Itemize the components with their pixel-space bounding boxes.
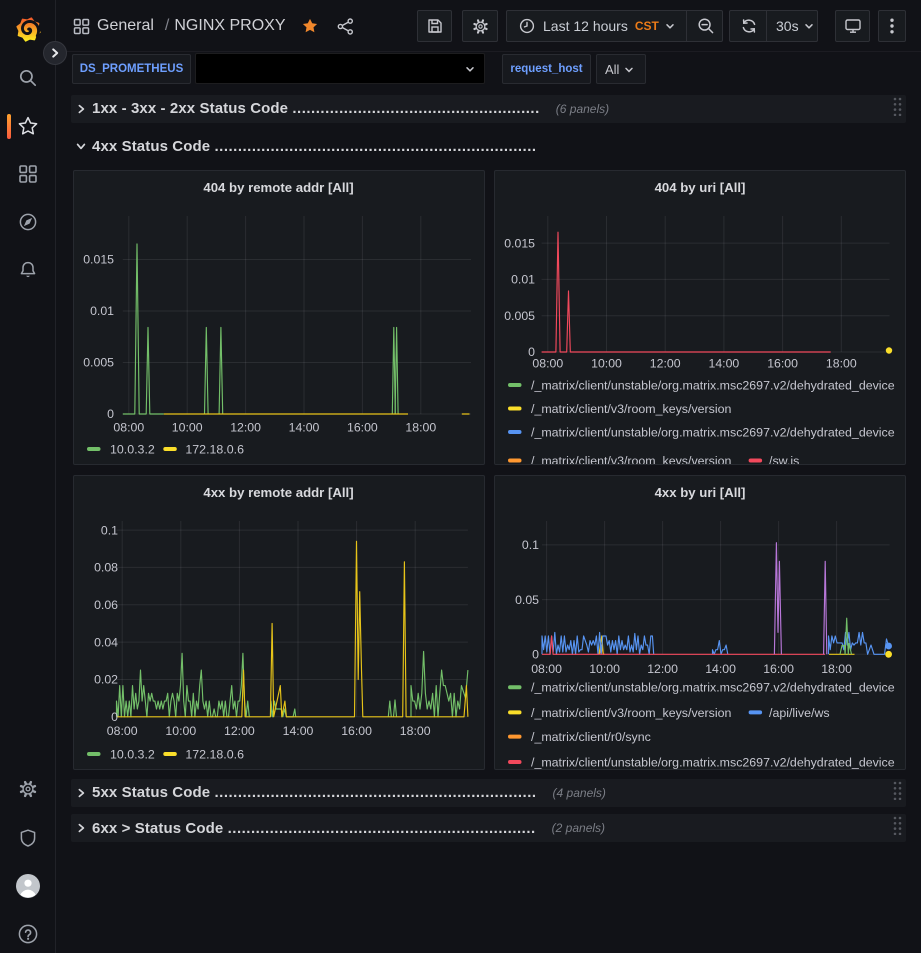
svg-text:172.18.0.6: 172.18.0.6 xyxy=(185,442,244,456)
svg-text:/_matrix/client/unstable/org.m: /_matrix/client/unstable/org.matrix.msc2… xyxy=(531,425,895,439)
svg-text:08:00: 08:00 xyxy=(113,420,144,434)
svg-text:0.015: 0.015 xyxy=(83,252,114,266)
svg-text:0: 0 xyxy=(528,345,535,359)
svg-text:0.05: 0.05 xyxy=(515,592,539,606)
svg-text:08:00: 08:00 xyxy=(106,724,137,738)
svg-text:/_matrix/client/v3/room_keys/v: /_matrix/client/v3/room_keys/version xyxy=(531,402,731,416)
svg-text:0: 0 xyxy=(107,407,114,421)
svg-text:0.02: 0.02 xyxy=(94,672,118,686)
svg-text:/api/live/ws: /api/live/ws xyxy=(769,705,830,719)
svg-text:/_matrix/client/v3/room_keys/v: /_matrix/client/v3/room_keys/version xyxy=(531,705,731,719)
svg-text:18:00: 18:00 xyxy=(399,724,430,738)
svg-text:0.08: 0.08 xyxy=(94,560,118,574)
svg-text:16:00: 16:00 xyxy=(341,724,372,738)
svg-text:0: 0 xyxy=(532,647,539,661)
svg-text:/_matrix/client/unstable/org.m: /_matrix/client/unstable/org.matrix.msc2… xyxy=(531,378,895,392)
svg-text:/_matrix/client/unstable/org.m: /_matrix/client/unstable/org.matrix.msc2… xyxy=(531,755,895,769)
svg-text:0.06: 0.06 xyxy=(94,598,118,612)
svg-text:08:00: 08:00 xyxy=(531,661,562,675)
svg-text:08:00: 08:00 xyxy=(532,357,563,371)
svg-text:14:00: 14:00 xyxy=(705,661,736,675)
svg-text:14:00: 14:00 xyxy=(288,420,319,434)
svg-text:18:00: 18:00 xyxy=(405,420,436,434)
svg-text:10.0.3.2: 10.0.3.2 xyxy=(110,747,155,761)
svg-text:172.18.0.6: 172.18.0.6 xyxy=(185,747,244,761)
svg-text:12:00: 12:00 xyxy=(650,357,681,371)
svg-text:/sw.js: /sw.js xyxy=(769,454,799,465)
svg-text:18:00: 18:00 xyxy=(821,661,852,675)
svg-text:/_matrix/client/unstable/org.m: /_matrix/client/unstable/org.matrix.msc2… xyxy=(531,680,895,694)
svg-text:/_matrix/client/v3/room_keys/v: /_matrix/client/v3/room_keys/version xyxy=(531,454,731,465)
svg-text:14:00: 14:00 xyxy=(282,724,313,738)
svg-text:0.1: 0.1 xyxy=(100,523,117,537)
svg-text:14:00: 14:00 xyxy=(709,357,740,371)
svg-text:0.005: 0.005 xyxy=(504,309,535,323)
svg-text:12:00: 12:00 xyxy=(230,420,261,434)
svg-text:0: 0 xyxy=(111,710,118,724)
svg-text:/_matrix/client/r0/sync: /_matrix/client/r0/sync xyxy=(531,730,651,744)
svg-text:10:00: 10:00 xyxy=(589,661,620,675)
svg-text:16:00: 16:00 xyxy=(763,661,794,675)
svg-text:0.01: 0.01 xyxy=(511,273,535,287)
svg-text:0.01: 0.01 xyxy=(90,304,114,318)
svg-text:18:00: 18:00 xyxy=(826,357,857,371)
svg-text:0.1: 0.1 xyxy=(522,538,539,552)
svg-text:10:00: 10:00 xyxy=(165,724,196,738)
svg-text:10:00: 10:00 xyxy=(171,420,202,434)
svg-text:0.04: 0.04 xyxy=(94,635,118,649)
svg-text:0.015: 0.015 xyxy=(504,236,535,250)
svg-text:10:00: 10:00 xyxy=(591,357,622,371)
svg-text:16:00: 16:00 xyxy=(767,357,798,371)
svg-text:10.0.3.2: 10.0.3.2 xyxy=(110,442,155,456)
svg-text:0.005: 0.005 xyxy=(83,355,114,369)
svg-text:16:00: 16:00 xyxy=(347,420,378,434)
svg-text:12:00: 12:00 xyxy=(647,661,678,675)
svg-text:12:00: 12:00 xyxy=(224,724,255,738)
